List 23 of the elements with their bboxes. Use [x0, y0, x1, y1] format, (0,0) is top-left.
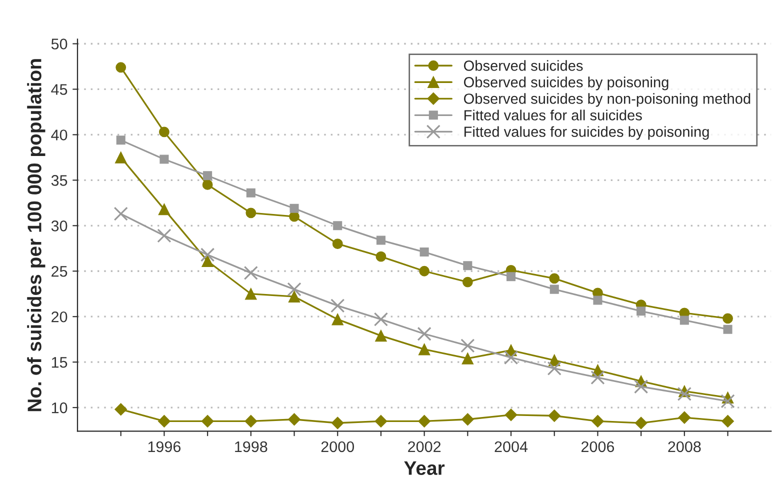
y-tick-label: 45 — [51, 84, 68, 95]
y-tick-label: 10 — [52, 402, 68, 414]
y-tick-label: 35 — [51, 175, 68, 186]
y-axis-title: No. of suicides per 100 000 population — [27, 59, 46, 412]
y-tick-label: 40 — [51, 130, 68, 140]
x-tick-label: 2002 — [408, 441, 441, 452]
x-tick-label: 2004 — [494, 441, 528, 452]
y-tick-label: 25 — [52, 266, 68, 277]
y-tick-label: 20 — [52, 311, 68, 322]
x-tick-label: 2006 — [581, 441, 614, 452]
y-tick-label: 50 — [51, 38, 68, 50]
x-tick-label: 1998 — [235, 441, 268, 452]
legend-label: Fitted values for suicides by poisoning — [464, 126, 709, 140]
legend-label: Fitted values for all suicides — [464, 110, 642, 120]
y-tick-label: 30 — [51, 220, 68, 232]
x-tick-label: 2008 — [668, 441, 701, 452]
x-tick-label: 1996 — [148, 441, 181, 452]
legend-label: Observed suicides — [464, 60, 583, 71]
y-tick-label: 15 — [52, 357, 68, 368]
x-tick-label: 2000 — [321, 441, 354, 452]
x-axis-title: Year — [404, 461, 445, 475]
legend-label: Observed suicides by non-poisoning method — [464, 93, 750, 107]
legend-label: Observed suicides by poisoning — [464, 76, 668, 90]
